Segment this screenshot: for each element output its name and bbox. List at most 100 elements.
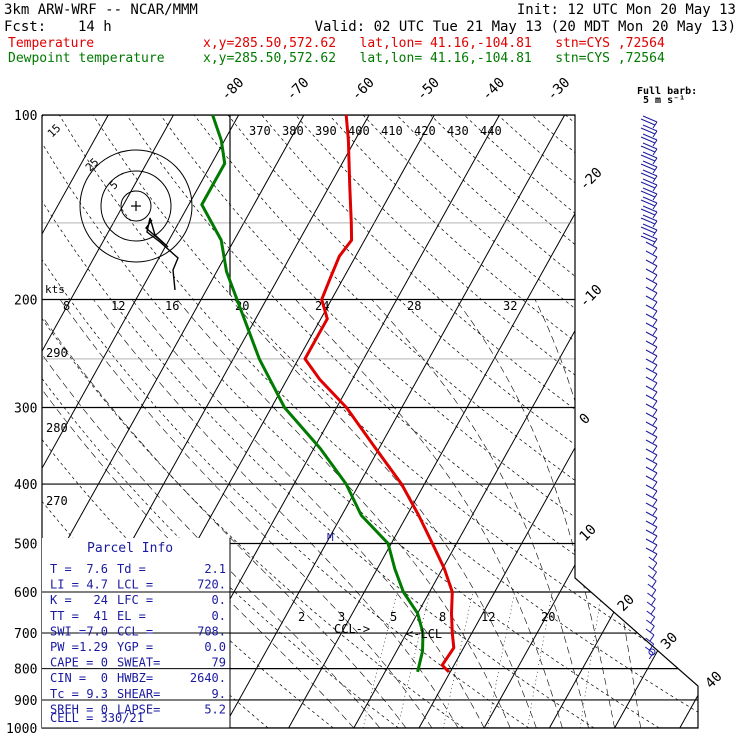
wind-barb [645,340,658,354]
mixing-ratio-label: 5 [390,610,397,624]
theta-label: 410 [381,124,403,138]
isotherm-line [222,115,566,728]
wind-barb-flag [645,394,658,402]
wind-barb-flag [645,241,658,249]
wind-barb-staff [652,337,658,345]
wind-barb-flag [642,223,658,231]
isotherm-label: 30 [658,630,681,653]
wind-barb [640,142,658,156]
parcel-info-cell: CELL = 330/21 [50,711,144,725]
wind-barb [645,484,658,498]
moist-adiabat-line [534,299,641,728]
wind-barb [645,385,658,399]
wind-barb-flag [647,583,657,591]
wind-barb-staff [652,355,658,363]
parcel-info-label: SWI = [50,624,86,638]
isotherm-line [288,115,631,728]
isotherm-label: -10 [577,282,606,311]
wind-barb-staff [652,481,658,489]
wind-barb-flag [647,574,657,582]
parcel-info-value: 2640. [190,671,226,685]
pressure-tick-label: 100 [14,109,37,124]
isotherm-label: -60 [349,75,378,104]
parcel-info-label: EL = [117,609,146,623]
wind-barb [645,511,658,525]
hodograph-trace [145,217,179,291]
wind-barb-flag [640,145,656,153]
wind-barb [640,223,658,237]
dewpoint-legend-label: Dewpoint temperature [8,51,165,66]
isotherm-label: 40 [702,669,725,692]
isotherm-line [614,115,698,728]
wind-barb-staff [652,571,657,579]
hodo-speed-label: 32 [503,299,517,313]
parcel-info-label: HWBZ= [117,671,153,685]
wind-barb-flag [645,403,658,411]
wind-barb-staff [652,301,658,309]
wind-barb-flag [646,610,656,618]
parcel-info-value: 41 [94,609,108,623]
wind-barb-flag [645,430,658,438]
isotherm-line [483,115,698,728]
parcel-info-value: 0 [101,656,108,670]
wind-barb-flag [645,367,658,375]
wind-barb [645,403,658,417]
wind-barb [647,592,656,606]
wind-barb-flag [645,484,658,492]
wind-barb [645,331,658,345]
parcel-info-label: Td = [117,562,146,576]
wind-barb-staff [652,274,658,282]
wind-barb-flag [645,349,658,357]
wind-barb-staff [652,292,658,300]
wind-barb-staff [652,283,658,291]
parcel-info-value: 9.3 [86,687,108,701]
wind-barb [645,430,658,444]
hodo-units-label: kts [45,283,65,296]
parcel-info-value: 9. [212,687,226,701]
wind-barb-staff [651,598,656,606]
wind-barb-flag [642,151,658,159]
valid-time: Valid: 02 UTC Tue 21 May 13 (20 MDT Mon … [314,19,736,35]
wind-barb-flag [645,412,658,420]
theta-label: 380 [282,124,304,138]
wind-barb-flag [640,235,656,243]
dry-adiabat-line [193,115,698,728]
wind-barb [646,619,655,633]
parcel-info-value: 4.7 [86,578,108,592]
forecast-label: Fcst: [4,19,47,35]
wind-barb-staff [652,454,658,462]
wind-barb-staff [652,517,658,525]
hodo-ring-5 [120,190,152,222]
dry-adiabat-line [92,115,698,728]
wind-barb-flag [645,322,658,330]
wind-barb-flag [647,592,656,600]
wind-barb-staff [652,427,658,435]
dry-adiabat-line [497,115,698,728]
wind-barb-flag [645,475,658,483]
wind-barb-staff [652,553,658,561]
wind-legend-label: 5 m s⁻¹ [643,95,685,106]
wind-barb [640,160,658,174]
wind-barb [647,574,657,588]
dry-adiabat-line [463,115,698,728]
wind-barb [645,547,658,561]
dewpoint-profile-line [200,114,425,673]
hodo-ring-15 [100,170,172,242]
wind-barb-flag [645,286,658,294]
wind-barb [645,457,658,471]
wind-barb-staff [652,373,658,381]
wind-barb [640,115,658,129]
wind-barb-staff [652,418,658,426]
parcel-info-label: SREH = [50,702,93,716]
theta-label: 270 [46,494,68,508]
parcel-info-value: 5.2 [204,702,226,716]
wind-barb-staff [652,319,658,327]
wind-barb-staff [651,580,657,588]
dry-adiabat-line [531,115,698,728]
lcl-annotation: <-LCL [406,627,442,641]
wind-barb-flag [642,115,658,123]
pressure-tick-label: 500 [14,537,37,552]
wind-barb-flag [640,172,656,180]
wind-barb [645,295,658,309]
